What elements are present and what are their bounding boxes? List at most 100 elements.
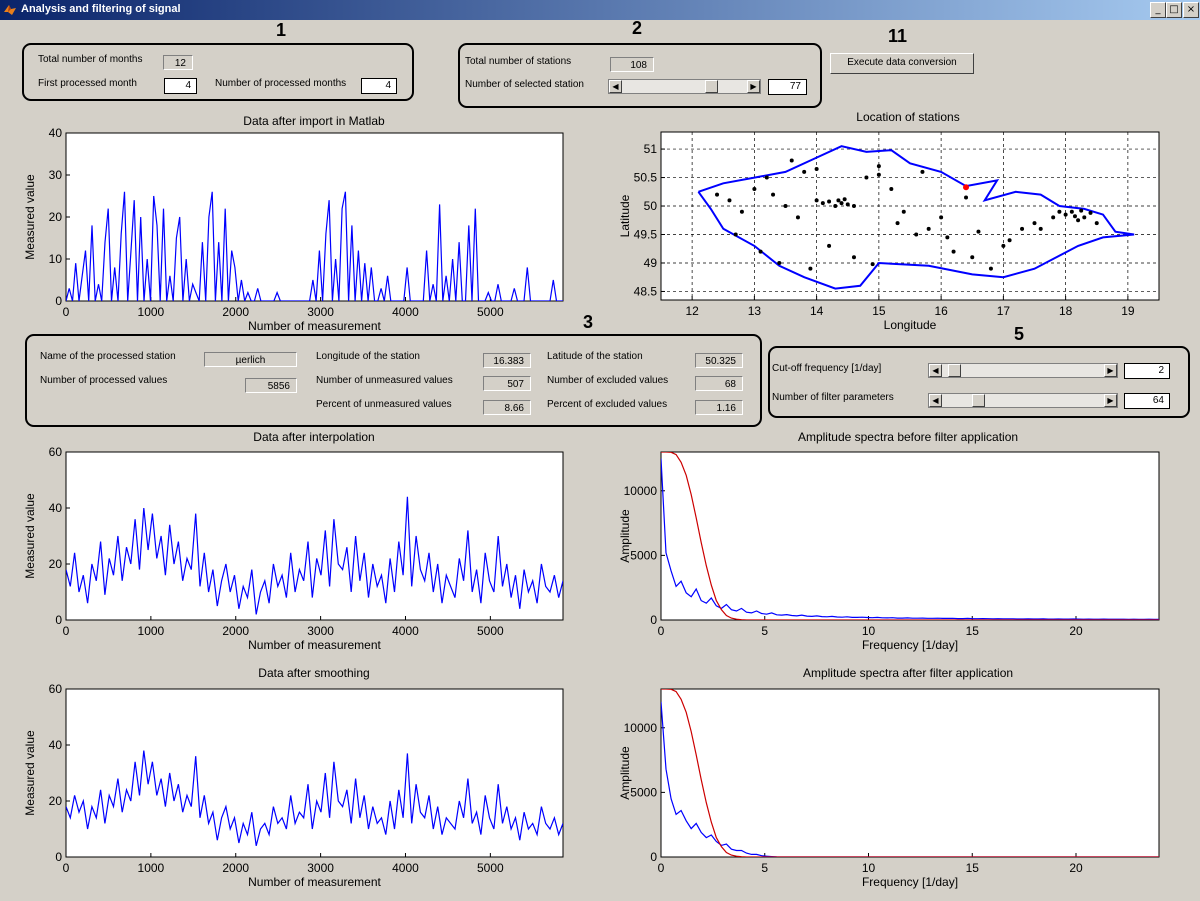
execute-data-conversion-button[interactable]: Execute data conversion <box>830 53 974 74</box>
station-point <box>1076 218 1081 223</box>
arrow-left-icon[interactable]: ◀ <box>609 80 622 93</box>
station-point <box>752 186 757 191</box>
station-point <box>1072 214 1077 219</box>
latitude-value: 50.325 <box>695 353 743 368</box>
station-point <box>851 204 856 209</box>
x-tick-label: 14 <box>810 304 824 318</box>
station-point <box>876 164 881 169</box>
arrow-right-icon[interactable]: ▶ <box>1104 394 1117 407</box>
cutoff-slider[interactable]: ◀ ▶ <box>928 363 1118 378</box>
station-point <box>895 221 900 226</box>
x-tick-label: 17 <box>997 304 1011 318</box>
x-tick-label: 4000 <box>392 624 419 638</box>
x-tick-label: 15 <box>966 624 980 638</box>
first-month-input[interactable]: 4 <box>164 78 197 94</box>
x-tick-label: 5000 <box>477 624 504 638</box>
cutoff-label: Cut-off frequency [1/day] <box>772 363 882 374</box>
station-point <box>951 249 956 254</box>
station-point <box>814 167 819 172</box>
x-tick-label: 18 <box>1059 304 1073 318</box>
y-tick-label: 10000 <box>624 721 658 735</box>
station-point <box>789 158 794 163</box>
station-point <box>771 192 776 197</box>
filter-params-slider[interactable]: ◀ ▶ <box>928 393 1118 408</box>
latitude-label: Latitude of the station <box>547 351 643 362</box>
x-tick-label: 0 <box>658 624 665 638</box>
station-point <box>1032 221 1037 226</box>
station-point <box>851 255 856 260</box>
station-point <box>836 198 841 203</box>
x-tick-label: 2000 <box>222 624 249 638</box>
slider-thumb[interactable] <box>947 364 961 377</box>
pct-excluded-value: 1.16 <box>695 400 743 415</box>
unmeasured-label: Number of unmeasured values <box>316 375 453 386</box>
x-tick-label: 10 <box>862 861 876 875</box>
total-stations-label: Total number of stations <box>465 56 572 67</box>
station-point <box>827 199 832 204</box>
x-tick-label: 1000 <box>138 305 165 319</box>
arrow-right-icon[interactable]: ▶ <box>1104 364 1117 377</box>
station-point <box>964 195 969 200</box>
x-tick-label: 3000 <box>307 624 334 638</box>
selected-station-input[interactable]: 77 <box>768 79 807 95</box>
station-point <box>864 175 869 180</box>
window-title-bar: Analysis and filtering of signal _ □ × <box>0 0 1200 20</box>
pct-unmeasured-value: 8.66 <box>483 400 531 415</box>
plot-area-interp <box>65 451 564 621</box>
plot-title-stations: Location of stations <box>856 110 960 124</box>
pct-excluded-label: Percent of excluded values <box>547 399 668 410</box>
badge-5: 5 <box>1014 324 1025 344</box>
group-filter <box>768 346 1190 418</box>
series-line-0 <box>66 191 563 301</box>
maximize-button[interactable]: □ <box>1166 2 1182 18</box>
processed-months-input[interactable]: 4 <box>361 78 397 94</box>
y-tick-label: 20 <box>49 557 63 571</box>
y-tick-label: 20 <box>49 794 63 808</box>
slider-thumb[interactable] <box>971 394 985 407</box>
minimize-button[interactable]: _ <box>1150 2 1166 18</box>
x-axis-label: Frequency [1/day] <box>862 638 958 652</box>
x-tick-label: 2000 <box>222 305 249 319</box>
y-tick-label: 0 <box>650 613 657 627</box>
filter-params-input[interactable]: 64 <box>1124 393 1170 409</box>
y-tick-label: 50 <box>644 199 658 213</box>
x-axis-label: Number of measurement <box>248 875 381 889</box>
arrow-left-icon[interactable]: ◀ <box>929 364 942 377</box>
station-point <box>827 243 832 248</box>
x-tick-label: 16 <box>934 304 948 318</box>
station-point <box>926 226 931 231</box>
series-line-1 <box>661 689 1159 857</box>
station-point <box>1069 209 1074 214</box>
slider-thumb[interactable] <box>704 80 718 93</box>
x-tick-label: 4000 <box>392 305 419 319</box>
x-tick-label: 20 <box>1069 861 1083 875</box>
y-axis-label: Measured value <box>23 493 37 579</box>
country-border <box>697 145 1135 290</box>
y-axis-label: Amplitude <box>618 509 632 563</box>
selected-station-label: Number of selected station <box>465 79 584 90</box>
arrow-left-icon[interactable]: ◀ <box>929 394 942 407</box>
x-tick-label: 5000 <box>477 861 504 875</box>
arrow-right-icon[interactable]: ▶ <box>747 80 760 93</box>
station-slider[interactable]: ◀ ▶ <box>608 79 761 94</box>
y-tick-label: 10 <box>49 252 63 266</box>
y-tick-label: 0 <box>55 850 62 864</box>
station-point <box>795 215 800 220</box>
excluded-value: 68 <box>695 376 743 391</box>
plot-title-spec-after: Amplitude spectra after filter applicati… <box>802 666 1014 680</box>
station-point <box>739 209 744 214</box>
y-tick-label: 5000 <box>630 548 657 562</box>
x-tick-label: 0 <box>658 861 665 875</box>
station-name-label: Name of the processed station <box>40 351 176 362</box>
y-tick-label: 40 <box>49 501 63 515</box>
station-point <box>988 266 993 271</box>
close-button[interactable]: × <box>1183 2 1199 18</box>
station-name-value: µerlich <box>204 352 297 367</box>
station-point <box>1063 212 1068 217</box>
plot-area-smooth <box>65 688 564 858</box>
x-axis-label: Number of measurement <box>248 319 381 333</box>
cutoff-input[interactable]: 2 <box>1124 363 1170 379</box>
window-title: Analysis and filtering of signal <box>21 3 181 15</box>
station-point <box>1007 238 1012 243</box>
